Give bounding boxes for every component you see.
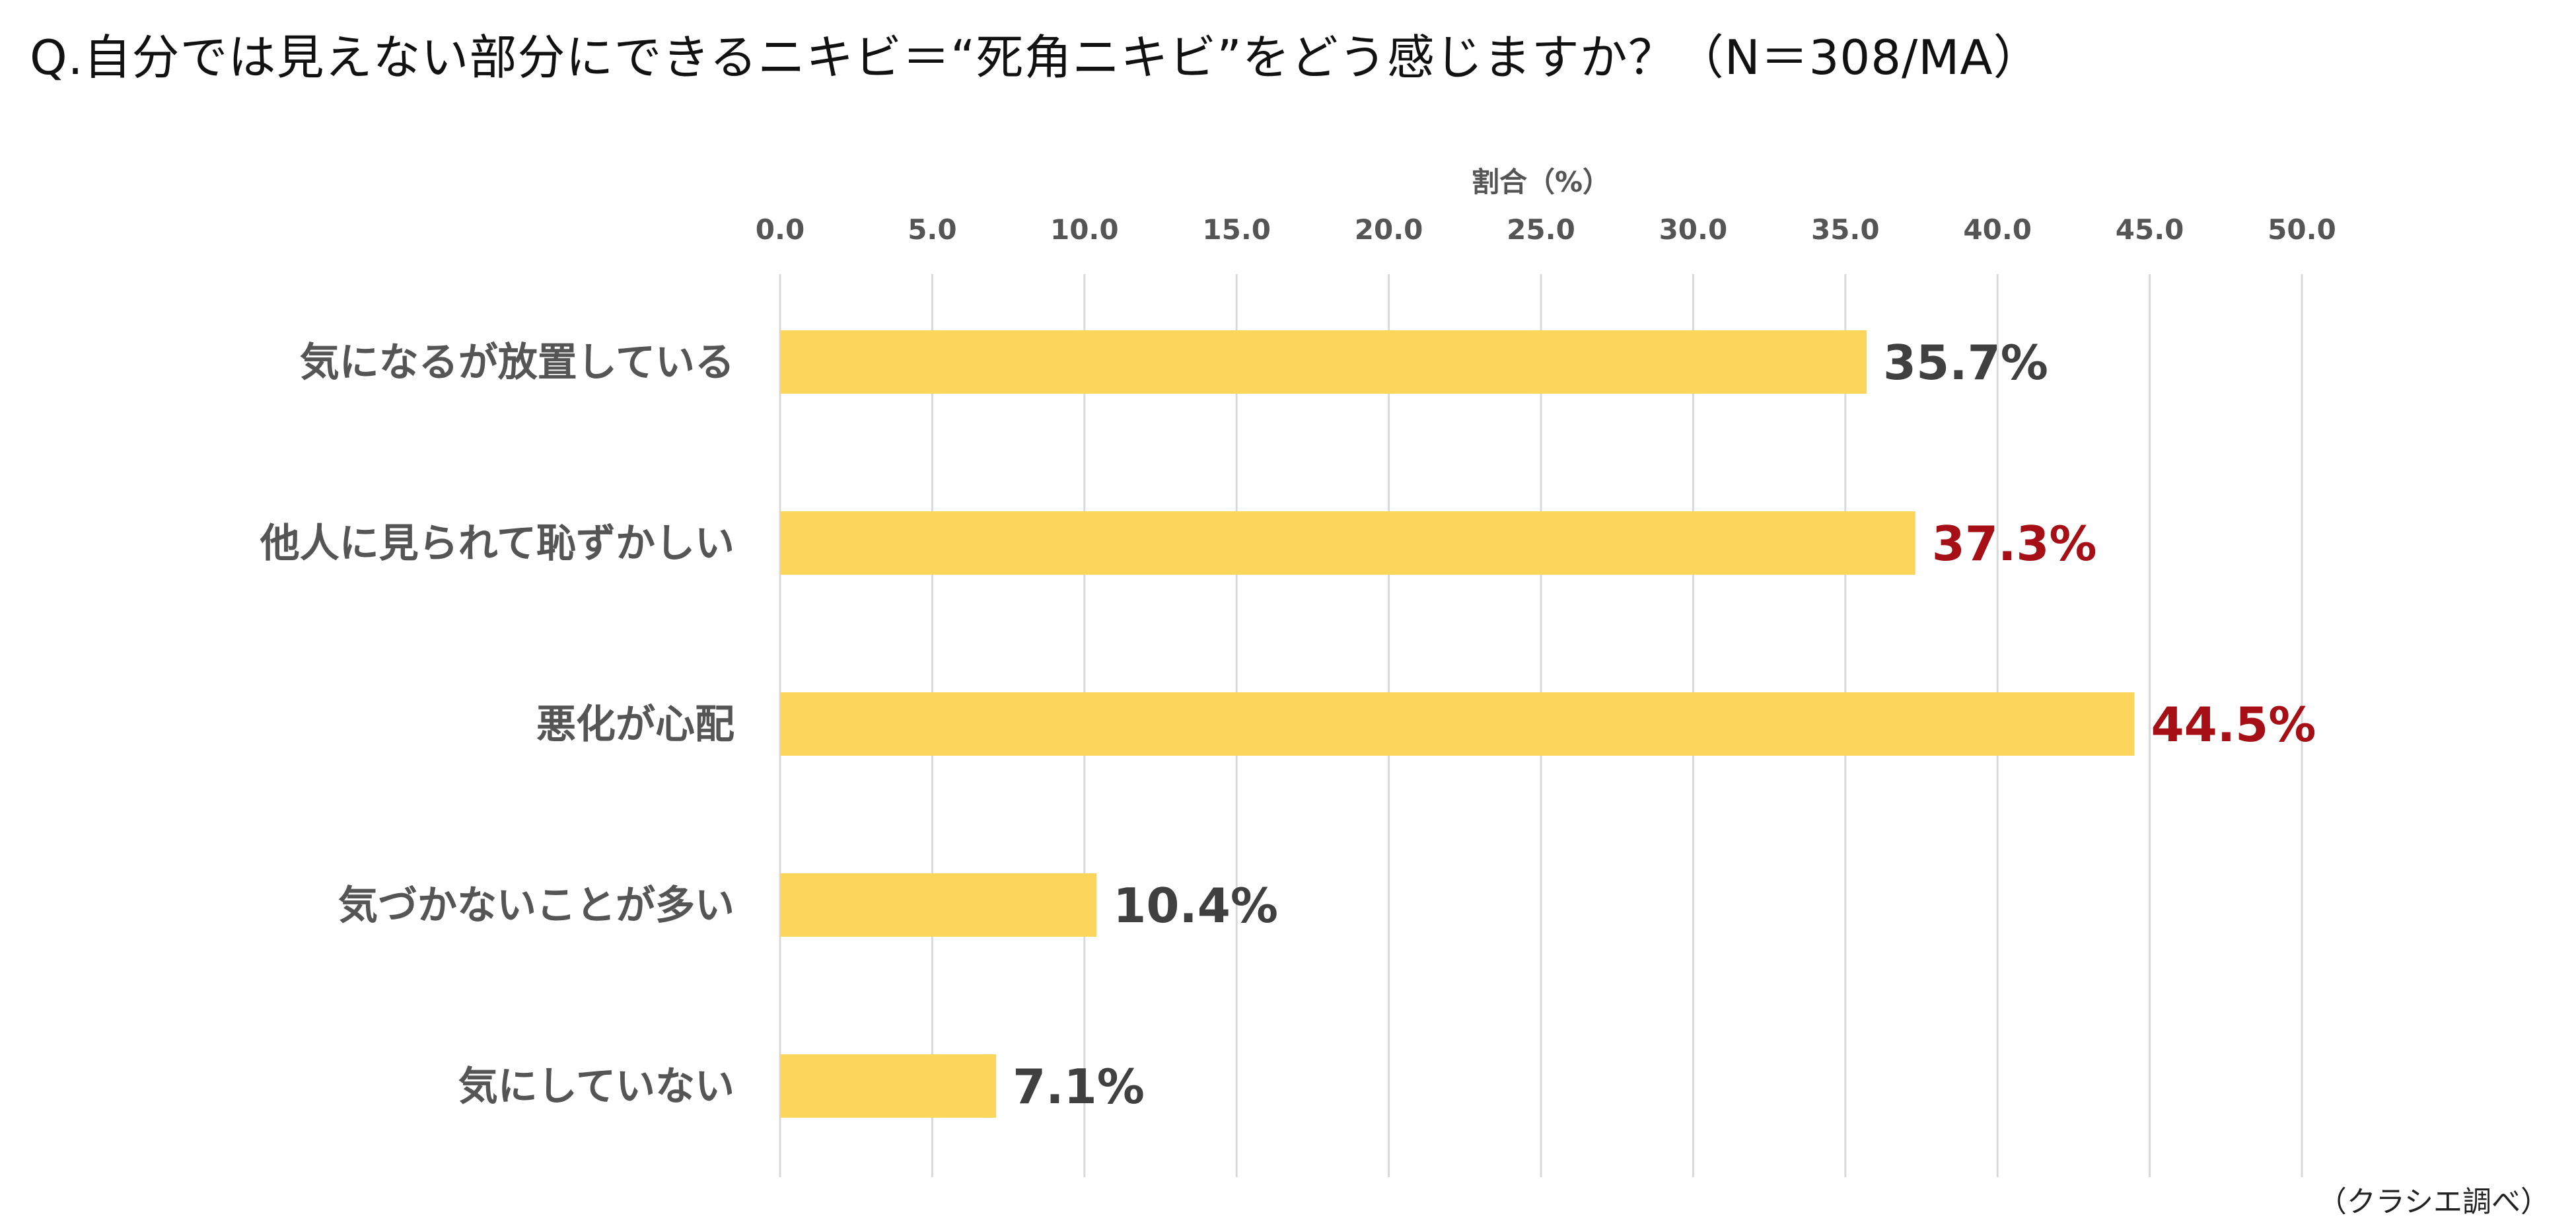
data-label: 10.4% [1113, 878, 1278, 933]
x-tick-label: 30.0 [1659, 213, 1728, 246]
data-label: 7.1% [1013, 1059, 1145, 1114]
data-label: 35.7% [1883, 335, 2048, 390]
x-tick-label: 40.0 [1963, 213, 2032, 246]
category-label: 悪化が心配 [536, 702, 734, 748]
x-tick-label: 35.0 [1811, 213, 1880, 246]
x-tick-label: 20.0 [1355, 213, 1423, 246]
data-label: 44.5% [2151, 697, 2316, 752]
bar [780, 692, 2135, 756]
category-label: 気になるが放置している [300, 340, 734, 386]
bars [780, 330, 2135, 1118]
category-label: 気にしていない [458, 1064, 734, 1110]
x-tick-label: 15.0 [1202, 213, 1271, 246]
bar [780, 1054, 997, 1118]
x-tick-label: 5.0 [908, 213, 956, 246]
source-note: （クラシエ調べ） [2317, 1185, 2550, 1219]
x-tick-label: 10.0 [1050, 213, 1119, 246]
bar [780, 511, 1915, 575]
data-label: 37.3% [1932, 516, 2097, 571]
x-axis-ticks: 0.0 5.0 10.0 15.0 20.0 25.0 30.0 35.0 40.0 45.0 50… [756, 213, 2336, 246]
x-tick-label: 50.0 [2268, 213, 2336, 246]
category-label: 気づかないことが多い [338, 883, 734, 929]
question-title: Q.自分では見えない部分にできるニキビ＝“死角ニキビ”をどう感じますか？（N＝3… [30, 30, 2042, 85]
category-labels: 気になるが放置している他人に見られて恥ずかしい悪化が心配気づかないことが多い気に… [260, 340, 734, 1110]
category-label: 他人に見られて恥ずかしい [260, 521, 734, 567]
x-tick-label: 45.0 [2116, 213, 2184, 246]
x-tick-label: 25.0 [1507, 213, 1575, 246]
x-axis-title: 割合（%） [1472, 166, 1610, 198]
bar [780, 330, 1867, 394]
data-labels: 35.7% 37.3% 44.5% 10.4% 7.1% [1013, 335, 2316, 1114]
bar [780, 873, 1097, 937]
x-tick-label: 0.0 [756, 213, 805, 246]
